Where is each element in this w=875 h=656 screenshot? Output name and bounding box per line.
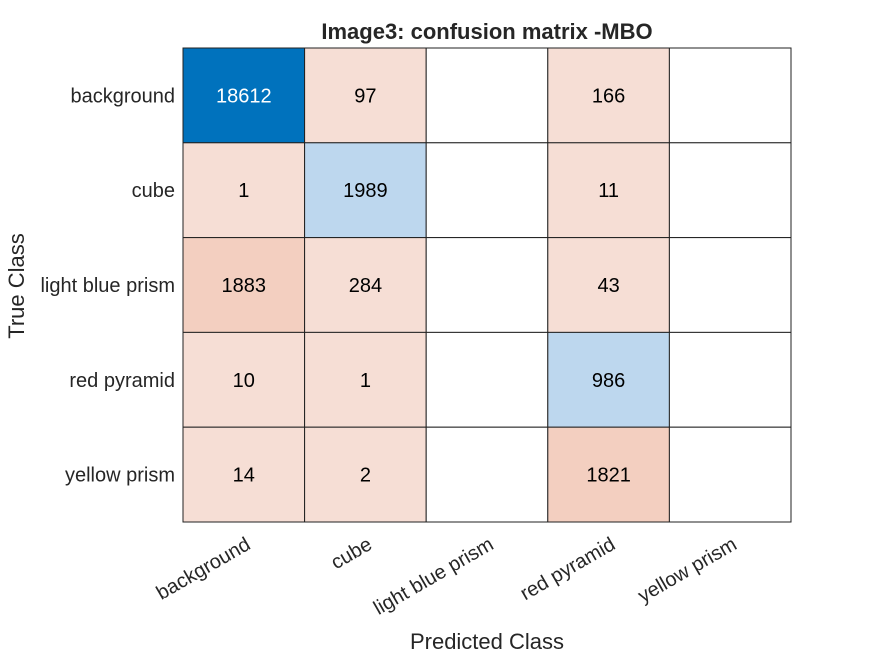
y-tick-label: background: [70, 85, 175, 107]
chart-title: Image3: confusion matrix -MBO: [321, 19, 652, 44]
matrix-cell: [425, 426, 549, 523]
matrix-cells: 18612 97 166 1 1989 11 1883 284 43 10 1 986 14 2 1821: [182, 47, 792, 523]
cell-value-label: 10: [233, 370, 255, 392]
matrix-cell: [182, 142, 306, 239]
cell-value-label: 1: [238, 180, 249, 202]
y-axis-label: True Class: [4, 233, 29, 339]
y-tick-label: red pyramid: [69, 370, 175, 392]
matrix-cell: [182, 331, 306, 428]
x-tick-label: cube: [327, 533, 376, 574]
matrix-cell: [425, 331, 549, 428]
matrix-cell: [425, 142, 549, 239]
cell-value-label: 284: [349, 275, 382, 297]
matrix-cell: [547, 426, 670, 523]
matrix-cell: [182, 47, 306, 144]
x-tick-label: background: [153, 533, 255, 604]
cell-value-label: 14: [233, 465, 255, 487]
matrix-cell: [668, 47, 792, 144]
cell-value-label: 1: [360, 370, 371, 392]
x-axis-label: Predicted Class: [410, 629, 564, 654]
cell-value-label: 11: [598, 180, 619, 202]
x-tick-label: yellow prism: [634, 533, 740, 607]
matrix-cell: [668, 142, 792, 239]
cell-value-label: 1883: [222, 275, 267, 297]
matrix-cell: [547, 142, 670, 239]
cell-value-label: 43: [597, 275, 619, 297]
cell-value-label: 18612: [216, 85, 272, 107]
cell-value-label: 97: [354, 85, 376, 107]
y-tick-label: cube: [132, 180, 175, 202]
cell-value-label: 1989: [343, 180, 388, 202]
matrix-cell: [304, 426, 427, 523]
x-tick-label: light blue prism: [370, 533, 497, 619]
cell-value-label: 166: [592, 85, 625, 107]
matrix-cell: [182, 426, 306, 523]
matrix-cell: [547, 47, 670, 144]
matrix-cell: [547, 331, 670, 428]
matrix-cell: [304, 142, 427, 239]
cell-value-label: 2: [360, 465, 371, 487]
y-axis-ticks: background cube light blue prism red pyrami…: [40, 85, 175, 486]
y-tick-label: yellow prism: [65, 465, 175, 487]
y-tick-label: light blue prism: [40, 275, 175, 297]
matrix-cell: [668, 331, 792, 428]
cell-value-label: 986: [592, 370, 625, 392]
matrix-cell: [425, 237, 549, 333]
cell-value-label: 1821: [586, 465, 631, 487]
x-tick-label: red pyramid: [517, 533, 619, 605]
matrix-cell: [304, 47, 427, 144]
matrix-cell: [304, 237, 427, 333]
matrix-cell: [668, 426, 792, 523]
matrix-cell: [425, 47, 549, 144]
matrix-cell: [668, 237, 792, 333]
